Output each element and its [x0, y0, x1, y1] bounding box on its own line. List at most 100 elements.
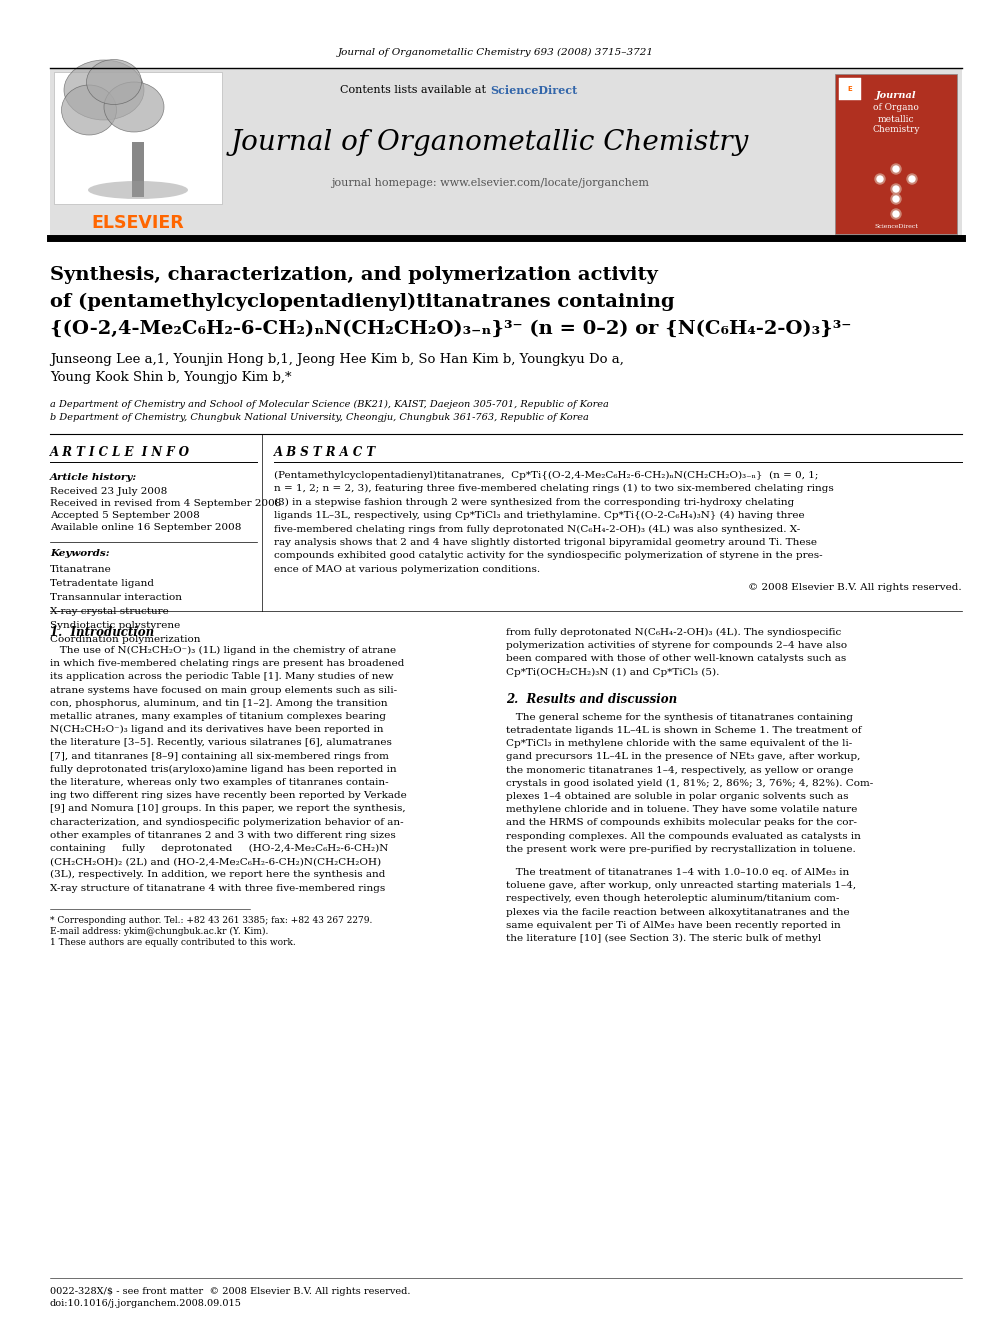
Circle shape — [893, 165, 899, 172]
Ellipse shape — [86, 60, 142, 105]
Text: methylene chloride and in toluene. They have some volatile nature: methylene chloride and in toluene. They … — [506, 806, 857, 814]
Text: X-ray crystal structure: X-ray crystal structure — [50, 606, 169, 615]
Text: compounds exhibited good catalytic activity for the syndiospecific polymerizatio: compounds exhibited good catalytic activ… — [274, 552, 822, 561]
Text: ing two different ring sizes have recently been reported by Verkade: ing two different ring sizes have recent… — [50, 791, 407, 800]
Ellipse shape — [88, 181, 188, 198]
Text: {(O-2,4-Me₂C₆H₂-6-CH₂)ₙN(CH₂CH₂O)₃₋ₙ}³⁻ (n = 0–2) or {N(C₆H₄-2-O)₃}³⁻: {(O-2,4-Me₂C₆H₂-6-CH₂)ₙN(CH₂CH₂O)₃₋ₙ}³⁻ … — [50, 320, 851, 337]
Text: the literature [10] (see Section 3). The steric bulk of methyl: the literature [10] (see Section 3). The… — [506, 934, 821, 943]
Text: n = 1, 2; n = 2, 3), featuring three five-membered chelating rings (1) to two si: n = 1, 2; n = 2, 3), featuring three fiv… — [274, 484, 833, 493]
Text: Journal of Organometallic Chemistry 693 (2008) 3715–3721: Journal of Organometallic Chemistry 693 … — [338, 48, 654, 57]
Bar — [835, 74, 957, 234]
Text: The use of N(CH₂CH₂O⁻)₃ (1L) ligand in the chemistry of atrane: The use of N(CH₂CH₂O⁻)₃ (1L) ligand in t… — [50, 646, 396, 655]
Text: Cp*Ti(OCH₂CH₂)₃N (1) and Cp*TiCl₃ (5).: Cp*Ti(OCH₂CH₂)₃N (1) and Cp*TiCl₃ (5). — [506, 668, 719, 676]
Text: Journal: Journal — [876, 91, 917, 101]
Text: A B S T R A C T: A B S T R A C T — [274, 446, 376, 459]
Text: metallic atranes, many examples of titanium complexes bearing: metallic atranes, many examples of titan… — [50, 712, 386, 721]
Circle shape — [907, 175, 917, 184]
Text: Junseong Lee a,1, Younjin Hong b,1, Jeong Hee Kim b, So Han Kim b, Youngkyu Do a: Junseong Lee a,1, Younjin Hong b,1, Jeon… — [50, 353, 624, 366]
Text: Available online 16 September 2008: Available online 16 September 2008 — [50, 523, 241, 532]
Text: ray analysis shows that 2 and 4 have slightly distorted trigonal bipyramidal geo: ray analysis shows that 2 and 4 have sli… — [274, 538, 817, 546]
Text: Journal of Organometallic Chemistry: Journal of Organometallic Chemistry — [231, 128, 749, 156]
Text: ligands 1L–3L, respectively, using Cp*TiCl₃ and triethylamine. Cp*Ti{(O-2-C₆H₄)₃: ligands 1L–3L, respectively, using Cp*Ti… — [274, 511, 805, 520]
Text: Transannular interaction: Transannular interaction — [50, 593, 182, 602]
Text: its application across the periodic Table [1]. Many studies of new: its application across the periodic Tabl… — [50, 672, 394, 681]
Text: ScienceDirect: ScienceDirect — [490, 85, 577, 95]
Text: (3L), respectively. In addition, we report here the synthesis and: (3L), respectively. In addition, we repo… — [50, 871, 385, 880]
Text: X-ray structure of titanatrane 4 with three five-membered rings: X-ray structure of titanatrane 4 with th… — [50, 884, 385, 893]
Text: Young Kook Shin b, Youngjo Kim b,*: Young Kook Shin b, Youngjo Kim b,* — [50, 372, 292, 385]
Text: Synthesis, characterization, and polymerization activity: Synthesis, characterization, and polymer… — [50, 266, 658, 284]
Text: polymerization activities of styrene for compounds 2–4 have also: polymerization activities of styrene for… — [506, 642, 847, 650]
Text: E: E — [847, 86, 852, 93]
Text: plexes 1–4 obtained are soluble in polar organic solvents such as: plexes 1–4 obtained are soluble in polar… — [506, 792, 848, 800]
Circle shape — [891, 209, 901, 220]
Text: atrane systems have focused on main group elements such as sili-: atrane systems have focused on main grou… — [50, 685, 397, 695]
Text: Keywords:: Keywords: — [50, 549, 110, 558]
Circle shape — [891, 164, 901, 175]
Text: the monomeric titanatranes 1–4, respectively, as yellow or orange: the monomeric titanatranes 1–4, respecti… — [506, 766, 853, 774]
Text: other examples of titanranes 2 and 3 with two different ring sizes: other examples of titanranes 2 and 3 wit… — [50, 831, 396, 840]
Text: journal homepage: www.elsevier.com/locate/jorganchem: journal homepage: www.elsevier.com/locat… — [331, 179, 649, 188]
Ellipse shape — [64, 60, 144, 120]
Text: E-mail address: ykim@chungbuk.ac.kr (Y. Kim).: E-mail address: ykim@chungbuk.ac.kr (Y. … — [50, 926, 269, 935]
Text: ELSEVIER: ELSEVIER — [91, 214, 185, 232]
Text: responding complexes. All the compounds evaluated as catalysts in: responding complexes. All the compounds … — [506, 832, 861, 840]
Text: characterization, and syndiospecific polymerization behavior of an-: characterization, and syndiospecific pol… — [50, 818, 404, 827]
Text: The treatment of titanatranes 1–4 with 1.0–10.0 eq. of AlMe₃ in: The treatment of titanatranes 1–4 with 1… — [506, 868, 849, 877]
Text: the present work were pre-purified by recrystallization in toluene.: the present work were pre-purified by re… — [506, 845, 856, 853]
Circle shape — [891, 194, 901, 204]
Text: and the HRMS of compounds exhibits molecular peaks for the cor-: and the HRMS of compounds exhibits molec… — [506, 819, 857, 827]
Text: Received 23 July 2008: Received 23 July 2008 — [50, 487, 168, 496]
Text: Titanatrane: Titanatrane — [50, 565, 112, 573]
Text: a Department of Chemistry and School of Molecular Science (BK21), KAIST, Daejeon: a Department of Chemistry and School of … — [50, 400, 609, 409]
Text: of (pentamethylcyclopentadienyl)titanatranes containing: of (pentamethylcyclopentadienyl)titanatr… — [50, 292, 675, 311]
Text: same equivalent per Ti of AlMe₃ have been recently reported in: same equivalent per Ti of AlMe₃ have bee… — [506, 921, 841, 930]
Text: 2.  Results and discussion: 2. Results and discussion — [506, 693, 678, 705]
Text: fully deprotonated tris(aryloxo)amine ligand has been reported in: fully deprotonated tris(aryloxo)amine li… — [50, 765, 397, 774]
Text: 1 These authors are equally contributed to this work.: 1 These authors are equally contributed … — [50, 938, 296, 947]
Text: A R T I C L E  I N F O: A R T I C L E I N F O — [50, 446, 190, 459]
Text: doi:10.1016/j.jorganchem.2008.09.015: doi:10.1016/j.jorganchem.2008.09.015 — [50, 1298, 242, 1307]
Text: respectively, even though heteroleptic aluminum/titanium com-: respectively, even though heteroleptic a… — [506, 894, 839, 904]
Text: ence of MAO at various polymerization conditions.: ence of MAO at various polymerization co… — [274, 565, 540, 574]
Circle shape — [875, 175, 885, 184]
Text: Syndiotactic polystyrene: Syndiotactic polystyrene — [50, 620, 181, 630]
Text: the literature, whereas only two examples of titanranes contain-: the literature, whereas only two example… — [50, 778, 389, 787]
Text: crystals in good isolated yield (1, 81%; 2, 86%; 3, 76%; 4, 82%). Com-: crystals in good isolated yield (1, 81%;… — [506, 779, 873, 789]
Text: of Organo: of Organo — [873, 103, 919, 112]
Text: (CH₂CH₂OH)₂ (2L) and (HO-2,4-Me₂C₆H₂-6-CH₂)N(CH₂CH₂OH): (CH₂CH₂OH)₂ (2L) and (HO-2,4-Me₂C₆H₂-6-C… — [50, 857, 381, 867]
Bar — [54, 71, 222, 204]
Text: (Pentamethylcyclopentadienyl)titanatranes,  Cp*Ti{(O-2,4-Me₂C₆H₂-6-CH₂)ₙN(CH₂CH₂: (Pentamethylcyclopentadienyl)titanatrane… — [274, 471, 818, 479]
Text: five-membered chelating rings from fully deprotonated N(C₆H₄-2-OH)₃ (4L) was als: five-membered chelating rings from fully… — [274, 524, 801, 533]
Text: ScienceDirect: ScienceDirect — [874, 224, 918, 229]
Text: (3) in a stepwise fashion through 2 were synthesized from the corresponding tri-: (3) in a stepwise fashion through 2 were… — [274, 497, 795, 507]
Text: containing     fully     deprotonated     (HO-2,4-Me₂C₆H₂-6-CH₂)N: containing fully deprotonated (HO-2,4-Me… — [50, 844, 389, 853]
Text: N(CH₂CH₂O⁻)₃ ligand and its derivatives have been reported in: N(CH₂CH₂O⁻)₃ ligand and its derivatives … — [50, 725, 384, 734]
Text: been compared with those of other well-known catalysts such as: been compared with those of other well-k… — [506, 655, 846, 663]
Text: plexes via the facile reaction between alkoxytitanatranes and the: plexes via the facile reaction between a… — [506, 908, 849, 917]
Text: Article history:: Article history: — [50, 474, 137, 483]
Text: Coordination polymerization: Coordination polymerization — [50, 635, 200, 643]
Bar — [132, 142, 144, 197]
Text: Contents lists available at: Contents lists available at — [340, 85, 490, 95]
Text: in which five-membered chelating rings are present has broadened: in which five-membered chelating rings a… — [50, 659, 405, 668]
Bar — [839, 78, 861, 101]
Text: Tetradentate ligand: Tetradentate ligand — [50, 578, 154, 587]
Circle shape — [877, 176, 883, 183]
Text: 0022-328X/$ - see front matter  © 2008 Elsevier B.V. All rights reserved.: 0022-328X/$ - see front matter © 2008 El… — [50, 1286, 411, 1295]
Text: [9] and Nomura [10] groups. In this paper, we report the synthesis,: [9] and Nomura [10] groups. In this pape… — [50, 804, 406, 814]
Text: con, phosphorus, aluminum, and tin [1–2]. Among the transition: con, phosphorus, aluminum, and tin [1–2]… — [50, 699, 388, 708]
Circle shape — [891, 184, 901, 194]
Circle shape — [893, 196, 899, 202]
Text: Chemistry: Chemistry — [872, 126, 920, 135]
Text: [7], and titanranes [8–9] containing all six-membered rings from: [7], and titanranes [8–9] containing all… — [50, 751, 389, 761]
Text: The general scheme for the synthesis of titanatranes containing: The general scheme for the synthesis of … — [506, 713, 853, 722]
Text: © 2008 Elsevier B.V. All rights reserved.: © 2008 Elsevier B.V. All rights reserved… — [748, 582, 962, 591]
Text: from fully deprotonated N(C₆H₄-2-OH)₃ (4L). The syndiospecific: from fully deprotonated N(C₆H₄-2-OH)₃ (4… — [506, 628, 841, 638]
Text: * Corresponding author. Tel.: +82 43 261 3385; fax: +82 43 267 2279.: * Corresponding author. Tel.: +82 43 261… — [50, 916, 372, 925]
Text: gand precursors 1L–4L in the presence of NEt₃ gave, after workup,: gand precursors 1L–4L in the presence of… — [506, 753, 860, 762]
Ellipse shape — [104, 82, 164, 132]
Circle shape — [893, 187, 899, 192]
Text: Received in revised from 4 September 2008: Received in revised from 4 September 200… — [50, 499, 282, 508]
Circle shape — [909, 176, 915, 183]
